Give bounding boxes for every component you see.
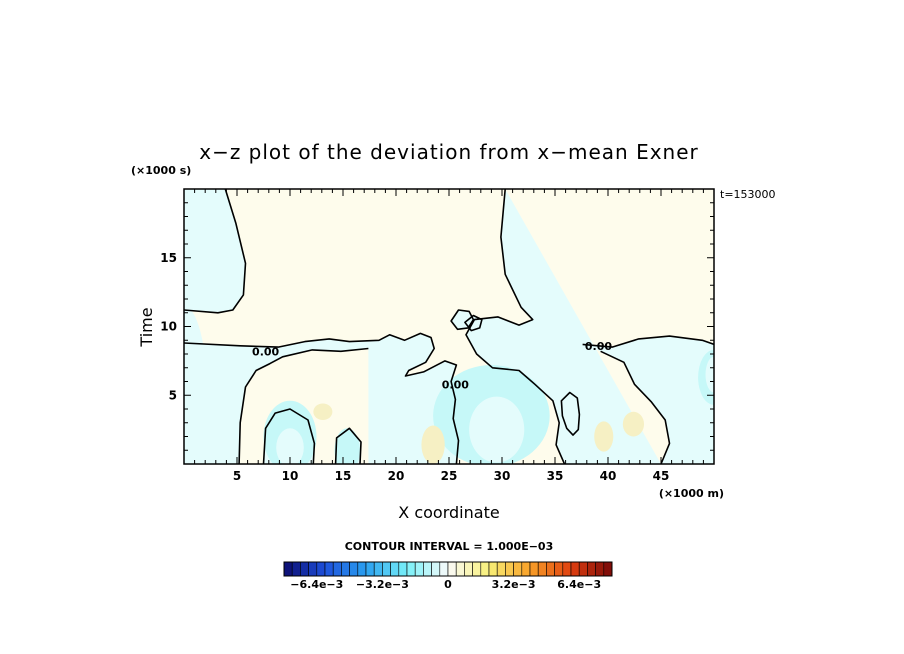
colorbar-swatch (603, 561, 613, 577)
negative-anomaly (334, 428, 360, 464)
colorbar-tick-label: 0 (444, 578, 452, 591)
x-tick-label: 40 (600, 469, 617, 483)
zero-contour (334, 427, 362, 464)
y-tick-label: 10 (160, 320, 177, 334)
colorbar-swatch (398, 561, 408, 577)
positive-anomaly (622, 411, 645, 437)
negative-anomaly (705, 356, 714, 393)
zero-contour (262, 408, 316, 464)
colorbar-swatch (382, 561, 391, 577)
colorbar-swatch (332, 561, 342, 577)
colorbar-swatch (480, 561, 490, 577)
colorbar-swatch (505, 561, 514, 577)
colorbar-tick-label: 3.2e−3 (492, 578, 536, 591)
x-tick-label: 30 (494, 469, 511, 483)
colorbar-swatch (316, 561, 326, 577)
x-tick-label: 35 (547, 469, 564, 483)
colorbar-swatch (357, 561, 367, 577)
colorbar-swatch (587, 561, 596, 577)
zero-contour (582, 335, 714, 348)
colorbar-swatch (488, 561, 498, 577)
colorbar-swatch (546, 561, 555, 577)
colorbar-swatch (464, 561, 473, 577)
colorbar-swatch (513, 561, 523, 577)
colorbar-swatch (365, 561, 375, 577)
time-note: t=153000 (720, 188, 776, 201)
plot-area (184, 189, 714, 464)
colorbar: −6.4e−3 −3.2e−3 0 3.2e−3 6.4e−3 (283, 561, 613, 591)
colorbar-swatch (324, 561, 334, 577)
colorbar-swatch (529, 561, 539, 577)
colorbar-swatch (447, 561, 457, 577)
colorbar-swatch (578, 561, 588, 577)
colorbar-swatch (537, 561, 547, 577)
zero-contour (184, 189, 247, 314)
negative-anomaly (276, 428, 304, 464)
zero-contour (450, 309, 475, 331)
y-axis-label: Time (137, 307, 156, 347)
colorbar-swatch (300, 561, 309, 577)
positive-anomaly (313, 403, 333, 420)
contour-label: 0.00 (252, 345, 279, 358)
zero-contour (560, 391, 581, 436)
x-tick-label: 20 (388, 469, 405, 483)
y-unit-label: (×1000 s) (131, 164, 191, 177)
colorbar-swatch (554, 561, 564, 577)
x-axis-label: X coordinate (398, 503, 499, 522)
contour-label: 0.00 (442, 378, 469, 391)
colorbar-tick-label: −6.4e−3 (290, 578, 343, 591)
colorbar-swatch (521, 561, 531, 577)
colorbar-swatch (349, 561, 359, 577)
colorbar-swatch (423, 561, 432, 577)
contour-label: 0.00 (585, 340, 612, 353)
zero-contour (238, 347, 369, 464)
colorbar-swatch (341, 561, 350, 577)
x-tick-label: 10 (282, 469, 299, 483)
colorbar-swatch (406, 561, 416, 577)
colorbar-swatch (439, 561, 449, 577)
x-tick-label: 45 (653, 469, 670, 483)
negative-anomaly (184, 305, 208, 464)
positive-anomaly (421, 425, 445, 464)
colorbar-swatch (570, 561, 580, 577)
colorbar-swatch (283, 561, 293, 577)
colorbar-swatch (595, 561, 605, 577)
negative-anomaly (469, 396, 525, 463)
y-tick-label: 5 (169, 388, 177, 402)
colorbar-tick-label: −3.2e−3 (356, 578, 409, 591)
colorbar-swatch (291, 561, 301, 577)
colorbar-tick-label: 6.4e−3 (557, 578, 601, 591)
colorbar-swatch (455, 561, 465, 577)
colorbar-swatch (390, 561, 400, 577)
y-tick-label: 15 (160, 251, 177, 265)
zero-contour (464, 314, 483, 332)
x-tick-label: 25 (441, 469, 458, 483)
colorbar-swatch (431, 561, 441, 577)
zero-contour (184, 332, 460, 464)
colorbar-swatch (308, 561, 318, 577)
zero-contour (600, 350, 671, 464)
x-tick-label: 15 (335, 469, 352, 483)
x-tick-label: 5 (233, 469, 241, 483)
colorbar-swatch (472, 561, 482, 577)
colorbar-frame (283, 561, 613, 577)
colorbar-swatch (414, 561, 424, 577)
colorbar-swatch (562, 561, 572, 577)
chart-title: x−z plot of the deviation from x−mean Ex… (199, 140, 699, 164)
contour-interval-note: CONTOUR INTERVAL = 1.000E−03 (345, 540, 554, 553)
colorbar-swatch (373, 561, 383, 577)
zero-contour (465, 189, 566, 464)
colorbar-swatch (496, 561, 506, 577)
x-unit-label: (×1000 m) (659, 487, 724, 500)
positive-anomaly (594, 421, 614, 452)
